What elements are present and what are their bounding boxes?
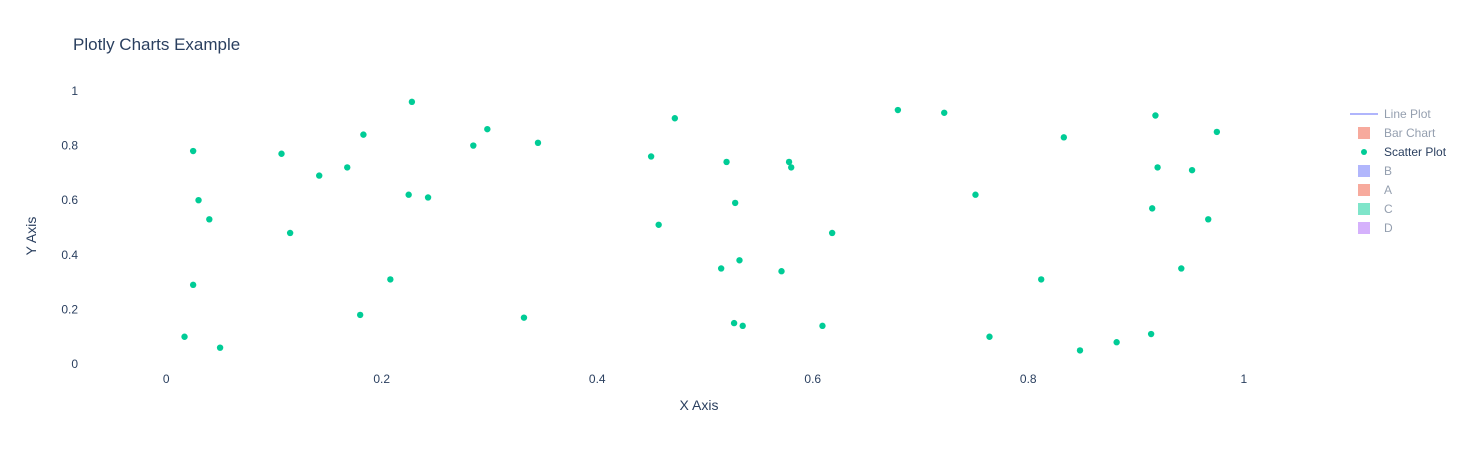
scatter-point[interactable] (181, 333, 188, 340)
scatter-point[interactable] (1205, 216, 1212, 223)
scatter-point[interactable] (1188, 166, 1196, 174)
x-tick-label: 0.6 (804, 372, 821, 386)
x-tick-label: 0.8 (1020, 372, 1037, 386)
legend-item-c[interactable]: C (1358, 202, 1393, 216)
y-tick-label: 0.6 (61, 193, 78, 207)
scatter-point[interactable] (1038, 276, 1045, 283)
scatter-point[interactable] (534, 139, 542, 147)
y-tick-label: 0 (71, 357, 78, 371)
legend-square-swatch (1358, 222, 1370, 234)
scatter-point[interactable] (1147, 330, 1155, 338)
scatter-point[interactable] (731, 199, 739, 207)
scatter-point[interactable] (189, 147, 197, 155)
scatter-point[interactable] (387, 276, 394, 283)
scatter-point[interactable] (316, 172, 323, 179)
scatter-point[interactable] (206, 216, 213, 223)
scatter-points (181, 98, 1221, 354)
legend-square-swatch (1358, 127, 1370, 139)
legend-square-swatch (1358, 184, 1370, 196)
legend-item-b[interactable]: B (1358, 164, 1392, 178)
x-tick-label: 0.4 (589, 372, 606, 386)
scatter-point[interactable] (356, 311, 364, 319)
scatter-point[interactable] (647, 153, 655, 160)
legend-label: Scatter Plot (1384, 145, 1447, 159)
scatter-point[interactable] (344, 164, 351, 171)
x-tick-label: 0 (163, 372, 170, 386)
scatter-point[interactable] (739, 322, 746, 330)
y-tick-label: 1 (71, 84, 78, 98)
scatter-point[interactable] (655, 221, 662, 228)
scatter-point[interactable] (189, 281, 197, 289)
scatter-point[interactable] (819, 322, 826, 330)
legend-label: B (1384, 164, 1392, 178)
scatter-point[interactable] (1154, 164, 1161, 171)
scatter-point[interactable] (736, 257, 743, 264)
scatter-point[interactable] (671, 115, 679, 122)
x-axis-title: X Axis (680, 397, 719, 413)
scatter-point[interactable] (195, 196, 202, 204)
scatter-point[interactable] (470, 142, 477, 149)
legend-square-swatch (1358, 203, 1370, 215)
legend-item-line-plot[interactable]: Line Plot (1350, 107, 1431, 121)
scatter-point[interactable] (360, 131, 367, 138)
legend-label: Bar Chart (1384, 126, 1436, 140)
y-tick-label: 0.4 (61, 248, 78, 262)
legend-item-a[interactable]: A (1358, 183, 1392, 197)
legend-label: Line Plot (1384, 107, 1431, 121)
chart-title: Plotly Charts Example (73, 35, 240, 54)
scatter-point[interactable] (1152, 112, 1159, 119)
scatter-point[interactable] (520, 314, 528, 321)
scatter-point[interactable] (778, 268, 785, 275)
x-tick-label: 0.2 (373, 372, 390, 386)
scatter-point[interactable] (216, 344, 224, 351)
scatter-point[interactable] (986, 333, 993, 340)
scatter-point[interactable] (894, 106, 902, 114)
y-tick-label: 0.8 (61, 139, 78, 153)
x-tick-label: 1 (1240, 372, 1247, 386)
scatter-point[interactable] (286, 229, 294, 237)
scatter-point[interactable] (424, 194, 432, 201)
y-axis-ticks: 0 0.2 0.4 0.6 0.8 1 (61, 84, 78, 371)
legend-item-d[interactable]: D (1358, 221, 1393, 235)
scatter-point[interactable] (408, 98, 416, 106)
scatter-point[interactable] (1113, 339, 1120, 346)
legend-label: C (1384, 202, 1393, 216)
scatter-point[interactable] (828, 229, 836, 237)
scatter-point[interactable] (405, 191, 412, 198)
y-tick-label: 0.2 (61, 302, 78, 316)
scatter-point[interactable] (1148, 205, 1156, 212)
scatter-point[interactable] (788, 164, 795, 171)
legend-square-swatch (1358, 165, 1370, 177)
legend-item-scatter-plot[interactable]: Scatter Plot (1361, 145, 1447, 159)
legend-marker-swatch (1361, 149, 1367, 155)
scatter-point[interactable] (941, 109, 948, 116)
scatter-point[interactable] (717, 265, 725, 272)
scatter-point[interactable] (730, 319, 738, 327)
scatter-point[interactable] (785, 158, 793, 166)
y-axis-title: Y Axis (23, 217, 39, 256)
scatter-point[interactable] (723, 158, 730, 166)
scatter-point[interactable] (1213, 128, 1221, 136)
scatter-point[interactable] (484, 125, 491, 133)
x-axis-ticks: 0 0.2 0.4 0.6 0.8 1 (163, 372, 1248, 386)
legend-label: D (1384, 221, 1393, 235)
scatter-point[interactable] (1076, 347, 1084, 354)
scatter-point[interactable] (972, 191, 979, 198)
scatter-point[interactable] (1178, 265, 1185, 272)
scatter-point[interactable] (1060, 134, 1068, 141)
legend-item-bar-chart[interactable]: Bar Chart (1358, 126, 1436, 140)
scatter-point[interactable] (278, 150, 285, 157)
legend-label: A (1384, 183, 1392, 197)
